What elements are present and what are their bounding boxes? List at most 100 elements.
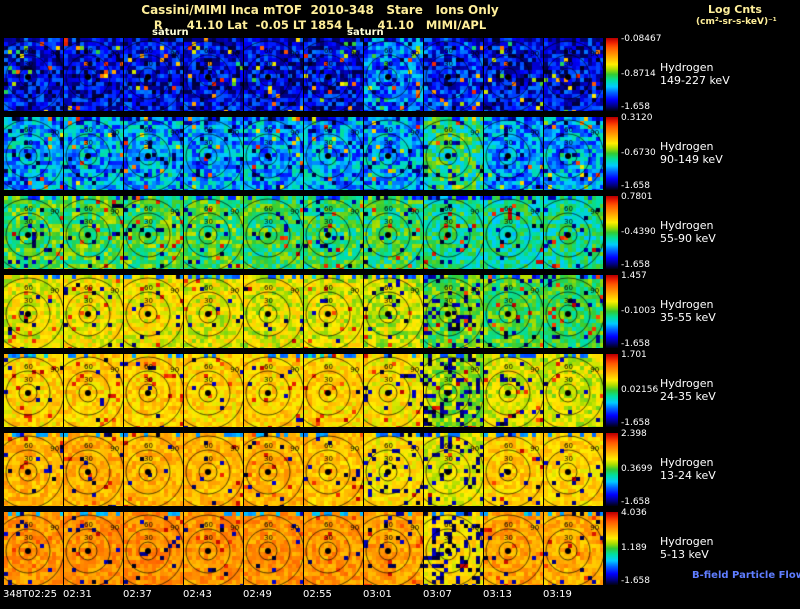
heatmap-panel	[244, 275, 303, 348]
heatmap-panel	[544, 117, 603, 190]
energy-row-3: 1.457 -0.1003 -1.658 Hydrogen 35-55 keV	[0, 271, 800, 349]
heatmap-panel	[244, 117, 303, 190]
heatmap-panel	[364, 275, 423, 348]
colorbar	[606, 38, 618, 111]
colorbar-min-label: -1.658	[621, 260, 651, 270]
heatmap-panel	[544, 433, 603, 506]
colorbar-min-label: -1.658	[621, 576, 651, 586]
heatmap-panel	[544, 38, 603, 111]
heatmap-panel	[4, 38, 63, 111]
saturn-label-2: saturn	[347, 27, 384, 38]
heatmap-panel	[424, 117, 483, 190]
colorbar-mid-label: -0.4390	[621, 227, 656, 237]
heatmap-panel	[544, 275, 603, 348]
heatmap-panel	[64, 354, 123, 427]
colorbar-min-label: -1.658	[621, 102, 651, 112]
species-label: Hydrogen 55-90 keV	[660, 219, 716, 245]
heatmap-panel	[124, 38, 183, 111]
energy-row-4: 1.701 0.02156 -1.658 Hydrogen 24-35 keV	[0, 350, 800, 428]
plot-title: Cassini/MIMI Inca mTOF 2010-348 Stare Io…	[141, 3, 499, 17]
heatmap-panel	[424, 354, 483, 427]
heatmap-panel	[124, 275, 183, 348]
heatmap-panel	[184, 512, 243, 585]
heatmap-panel	[184, 433, 243, 506]
species-name: Hydrogen	[660, 298, 714, 311]
heatmap-panel	[244, 354, 303, 427]
species-label: Hydrogen 13-24 keV	[660, 456, 716, 482]
colorbar-max-label: 4.036	[621, 508, 647, 518]
heatmap-panel	[64, 433, 123, 506]
colorbar-min-label: -1.658	[621, 497, 651, 507]
bfield-flow-label: B-field Particle Flow	[692, 570, 800, 581]
colorbar-mid-label: 1.189	[621, 543, 647, 553]
time-tick-label: 03:13	[483, 589, 512, 600]
time-tick-label: 02:43	[183, 589, 212, 600]
time-tick-label: 02:49	[243, 589, 272, 600]
heatmap-panel	[64, 117, 123, 190]
heatmap-panel	[304, 354, 363, 427]
colorbar-min-label: -1.658	[621, 418, 651, 428]
heatmap-panel	[484, 38, 543, 111]
colorbar	[606, 196, 618, 269]
heatmap-panel	[364, 433, 423, 506]
heatmap-panel	[4, 433, 63, 506]
time-tick-label: 03:07	[423, 589, 452, 600]
colorbar-max-label: -0.08467	[621, 34, 662, 44]
heatmap-panel	[304, 117, 363, 190]
heatmap-panel	[244, 196, 303, 269]
heatmap-panel	[64, 275, 123, 348]
heatmap-panel	[364, 38, 423, 111]
heatmap-panel	[304, 512, 363, 585]
heatmap-panel	[304, 433, 363, 506]
colorbar-max-label: 0.7801	[621, 192, 653, 202]
heatmap-panel	[64, 512, 123, 585]
legend-units-title: Log Cnts	[708, 3, 762, 16]
species-name: Hydrogen	[660, 535, 714, 548]
time-tick-label: 02:37	[123, 589, 152, 600]
heatmap-panel	[544, 512, 603, 585]
heatmap-panel	[4, 354, 63, 427]
heatmap-panel	[484, 117, 543, 190]
time-tick-label: 03:19	[543, 589, 572, 600]
species-name: Hydrogen	[660, 377, 714, 390]
heatmap-panel	[484, 354, 543, 427]
heatmap-panel	[4, 275, 63, 348]
energy-row-0: -0.08467 -0.8714 -1.658 Hydrogen 149-227 keV	[0, 34, 800, 112]
heatmap-panel	[424, 38, 483, 111]
energy-band-label: 149-227 keV	[660, 74, 730, 87]
heatmap-panel	[184, 354, 243, 427]
heatmap-panel	[124, 354, 183, 427]
heatmap-panel	[184, 38, 243, 111]
heatmap-panel	[484, 275, 543, 348]
heatmap-panel	[544, 354, 603, 427]
colorbar	[606, 433, 618, 506]
time-tick-label: 348T02:25	[3, 589, 58, 600]
energy-row-2: 0.7801 -0.4390 -1.658 Hydrogen 55-90 keV	[0, 192, 800, 270]
heatmap-panel	[484, 433, 543, 506]
heatmap-panel	[304, 275, 363, 348]
heatmap-panel	[544, 196, 603, 269]
colorbar-mid-label: -0.6730	[621, 148, 656, 158]
colorbar	[606, 512, 618, 585]
heatmap-panel	[304, 38, 363, 111]
colorbar	[606, 275, 618, 348]
heatmap-panel	[364, 196, 423, 269]
heatmap-panel	[184, 117, 243, 190]
colorbar-mid-label: 0.02156	[621, 385, 659, 395]
saturn-label-1: saturn	[152, 27, 189, 38]
heatmap-panel	[364, 354, 423, 427]
colorbar	[606, 354, 618, 427]
colorbar-min-label: -1.658	[621, 181, 651, 191]
energy-band-label: 5-13 keV	[660, 548, 709, 561]
legend-units-formula: (cm²-sr-s-keV)⁻¹	[696, 17, 777, 27]
colorbar-min-label: -1.658	[621, 339, 651, 349]
colorbar-mid-label: 0.3699	[621, 464, 653, 474]
heatmap-panel	[124, 196, 183, 269]
heatmap-panel	[64, 38, 123, 111]
heatmap-panel	[364, 512, 423, 585]
heatmap-panel	[124, 117, 183, 190]
heatmap-panel	[124, 512, 183, 585]
heatmap-panel	[304, 196, 363, 269]
energy-band-label: 55-90 keV	[660, 232, 716, 245]
